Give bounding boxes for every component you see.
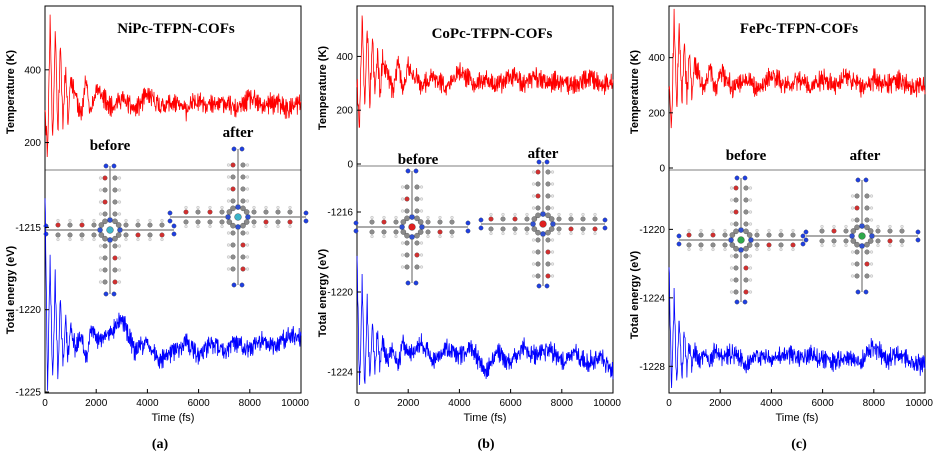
y-tick-label: -1220 xyxy=(639,225,665,236)
y-tick-label: 400 xyxy=(24,65,41,76)
before-label: before xyxy=(726,148,767,164)
x-tick-label: 2000 xyxy=(85,398,108,409)
before-label: before xyxy=(90,138,131,154)
panel-title: NiPc-TFPN-COFs xyxy=(117,21,235,37)
y-tick-label: -1215 xyxy=(15,223,41,234)
x-tick-label: 4000 xyxy=(760,398,783,409)
x-tick-label: 4000 xyxy=(136,398,159,409)
before-label: before xyxy=(398,152,439,168)
y-tick-label: 200 xyxy=(648,108,665,119)
y-tick-label: -1220 xyxy=(327,288,353,299)
energy-trace xyxy=(356,255,614,386)
y-tick-label: 400 xyxy=(336,52,353,63)
y-tick-label: -1225 xyxy=(15,388,41,399)
molecule-before xyxy=(353,168,471,286)
temperature-trace xyxy=(668,8,926,129)
after-label: after xyxy=(223,125,254,141)
temperature-trace-group xyxy=(356,15,614,128)
x-tick-label: 6000 xyxy=(499,398,522,409)
y-tick-label: -1228 xyxy=(639,362,665,373)
x-tick-label: 2000 xyxy=(709,398,732,409)
x-tick-label: 8000 xyxy=(863,398,886,409)
panel-a: NiPc-TFPN-COFs before after 200 400 -1225 -… xyxy=(5,5,309,452)
x-tick-label: 6000 xyxy=(187,398,210,409)
panel-sublabel: (b) xyxy=(477,437,494,452)
temperature-trace xyxy=(356,15,614,128)
molecule-after xyxy=(478,159,608,289)
after-label: after xyxy=(850,148,881,164)
temperature-trace xyxy=(44,14,302,158)
energy-trace xyxy=(668,267,926,389)
energy-axis-label: Total energy (eV) xyxy=(5,245,17,334)
energy-trace-group xyxy=(668,267,926,389)
energy-axis-label: Total energy (eV) xyxy=(317,248,329,337)
temperature-axis-label: Temperature (K) xyxy=(317,46,329,130)
y-tick-label: -1224 xyxy=(639,293,665,304)
energy-axis-label: Total energy (eV) xyxy=(629,250,641,339)
x-tick-label: 0 xyxy=(666,398,672,409)
energy-trace-group xyxy=(44,198,302,391)
y-tick-label: 200 xyxy=(24,138,41,149)
panel-c: FePc-TFPN-COFs before after 0 200 400 -1228… xyxy=(629,5,933,452)
panel-sublabel: (c) xyxy=(791,437,807,452)
temperature-axis-label: Temperature (K) xyxy=(629,50,641,134)
x-axis-label: Time (fs) xyxy=(776,412,819,424)
y-tick-label: -1220 xyxy=(15,305,41,316)
temperature-trace-group xyxy=(44,14,302,158)
x-tick-label: 0 xyxy=(42,398,48,409)
y-tick-label: -1224 xyxy=(327,368,353,379)
x-tick-label: 4000 xyxy=(448,398,471,409)
x-tick-label: 8000 xyxy=(239,398,262,409)
temperature-trace-group xyxy=(668,8,926,129)
panel-title: CoPc-TFPN-COFs xyxy=(432,26,553,42)
panel-sublabel: (a) xyxy=(152,437,169,452)
tick-group: 0 200 400 -1228 -1224 -1220 0 2000 4000 6000 8000 1… xyxy=(639,53,933,409)
x-tick-label: 8000 xyxy=(551,398,574,409)
energy-trace xyxy=(44,198,302,391)
panel-b: CoPc-TFPN-COFs before after 0 200 400 -1224… xyxy=(317,5,621,452)
y-tick-label: 0 xyxy=(659,164,665,175)
molecule-after xyxy=(167,146,309,288)
energy-trace-group xyxy=(356,255,614,386)
x-tick-label: 10000 xyxy=(593,398,621,409)
tick-group: 0 200 400 -1224 -1220 -1216 0 2000 4000 6000 8000 1… xyxy=(327,52,621,409)
x-axis-label: Time (fs) xyxy=(152,412,195,424)
molecule-after xyxy=(803,177,921,295)
x-tick-label: 10000 xyxy=(905,398,933,409)
panel-title: FePc-TFPN-COFs xyxy=(740,21,858,37)
molecule-before xyxy=(43,163,177,297)
plot-frame xyxy=(44,5,302,394)
y-tick-label: 400 xyxy=(648,53,665,64)
tick-group: 200 400 -1225 -1220 -1215 0 2000 4000 6000 8000 10… xyxy=(15,65,309,409)
after-label: after xyxy=(528,146,559,162)
plot-frame xyxy=(356,5,614,394)
temperature-axis-label: Temperature (K) xyxy=(5,50,17,134)
molecule-before xyxy=(676,175,806,305)
x-tick-label: 10000 xyxy=(281,398,309,409)
y-tick-label: 0 xyxy=(347,160,353,171)
x-tick-label: 0 xyxy=(354,398,360,409)
x-tick-label: 2000 xyxy=(397,398,420,409)
x-axis-label: Time (fs) xyxy=(464,412,507,424)
x-tick-label: 6000 xyxy=(811,398,834,409)
plot-frame xyxy=(668,5,926,394)
y-tick-label: 200 xyxy=(336,106,353,117)
y-tick-label: -1216 xyxy=(327,208,353,219)
